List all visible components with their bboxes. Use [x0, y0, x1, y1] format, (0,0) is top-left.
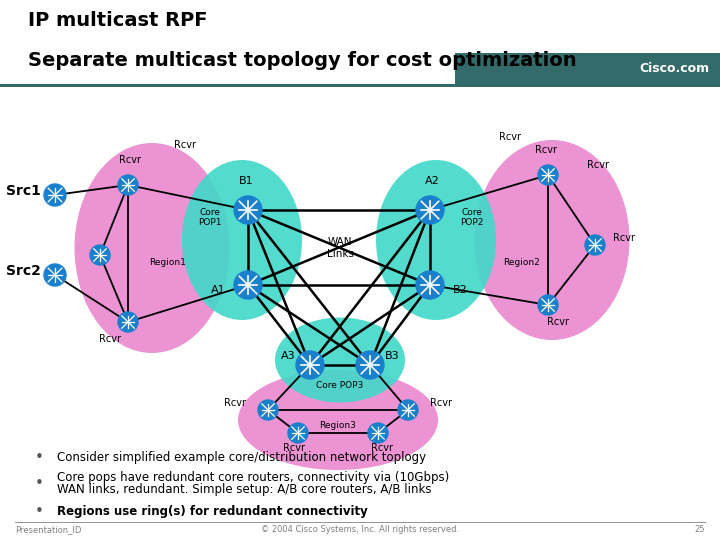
Text: A2: A2: [425, 176, 439, 186]
Text: Rcvr: Rcvr: [430, 398, 452, 408]
Circle shape: [118, 175, 138, 195]
Circle shape: [234, 196, 262, 224]
Circle shape: [44, 184, 66, 206]
Circle shape: [538, 295, 558, 315]
Circle shape: [234, 271, 262, 299]
Text: Rcvr: Rcvr: [613, 233, 635, 243]
Text: Core
POP2: Core POP2: [460, 207, 484, 227]
Text: •: •: [35, 476, 44, 490]
Text: Src2: Src2: [6, 264, 41, 278]
Circle shape: [356, 351, 384, 379]
Text: Region3: Region3: [320, 421, 356, 430]
FancyBboxPatch shape: [455, 53, 720, 85]
Text: Rcvr: Rcvr: [535, 145, 557, 155]
Text: IP multicast RPF: IP multicast RPF: [28, 10, 207, 30]
Text: A3: A3: [281, 351, 295, 361]
Text: Cisco.com: Cisco.com: [640, 63, 710, 76]
Ellipse shape: [238, 370, 438, 470]
Text: Rcvr: Rcvr: [224, 398, 246, 408]
Text: Core pops have redundant core routers, connectivity via (10Gbps): Core pops have redundant core routers, c…: [57, 470, 449, 483]
Ellipse shape: [474, 140, 629, 340]
Circle shape: [296, 351, 324, 379]
Text: •: •: [35, 504, 44, 519]
FancyBboxPatch shape: [0, 0, 720, 85]
Circle shape: [258, 400, 278, 420]
Text: Consider simplified example core/distribution network toplogy: Consider simplified example core/distrib…: [57, 451, 426, 464]
Circle shape: [288, 423, 308, 443]
Text: Rcvr: Rcvr: [119, 155, 141, 165]
Ellipse shape: [275, 318, 405, 402]
Text: Rcvr: Rcvr: [371, 443, 393, 453]
Text: Rcvr: Rcvr: [587, 160, 609, 170]
Text: 25: 25: [695, 525, 705, 535]
Ellipse shape: [376, 160, 496, 320]
Text: B1: B1: [239, 176, 253, 186]
Text: Src1: Src1: [6, 184, 41, 198]
Text: Core POP3: Core POP3: [316, 381, 364, 390]
Text: Rcvr: Rcvr: [174, 140, 196, 150]
Text: Rcvr: Rcvr: [283, 443, 305, 453]
FancyBboxPatch shape: [0, 84, 720, 87]
Circle shape: [416, 196, 444, 224]
Text: © 2004 Cisco Systems, Inc. All rights reserved.: © 2004 Cisco Systems, Inc. All rights re…: [261, 525, 459, 535]
Circle shape: [398, 400, 418, 420]
Circle shape: [416, 271, 444, 299]
Circle shape: [368, 423, 388, 443]
Text: •: •: [35, 450, 44, 465]
Text: B3: B3: [384, 351, 400, 361]
Text: Regions use ring(s) for redundant connectivity: Regions use ring(s) for redundant connec…: [57, 505, 368, 518]
Text: Core
POP1: Core POP1: [198, 207, 222, 227]
Text: B2: B2: [453, 285, 467, 295]
Text: WAN
Links: WAN Links: [326, 237, 354, 259]
Text: A1: A1: [211, 285, 225, 295]
Text: Region1: Region1: [150, 258, 186, 267]
Text: Rcvr: Rcvr: [99, 334, 121, 344]
Ellipse shape: [74, 143, 230, 353]
Circle shape: [118, 312, 138, 332]
Text: WAN links, redundant. Simple setup: A/B core routers, A/B links: WAN links, redundant. Simple setup: A/B …: [57, 483, 431, 496]
Circle shape: [585, 235, 605, 255]
Text: Separate multicast topology for cost optimization: Separate multicast topology for cost opt…: [28, 51, 577, 70]
Text: Region2: Region2: [503, 258, 541, 267]
Text: Rcvr: Rcvr: [547, 317, 569, 327]
Circle shape: [538, 165, 558, 185]
Circle shape: [90, 245, 110, 265]
Text: Rcvr: Rcvr: [499, 132, 521, 142]
Text: Presentation_ID: Presentation_ID: [15, 525, 81, 535]
Ellipse shape: [182, 160, 302, 320]
Circle shape: [44, 264, 66, 286]
